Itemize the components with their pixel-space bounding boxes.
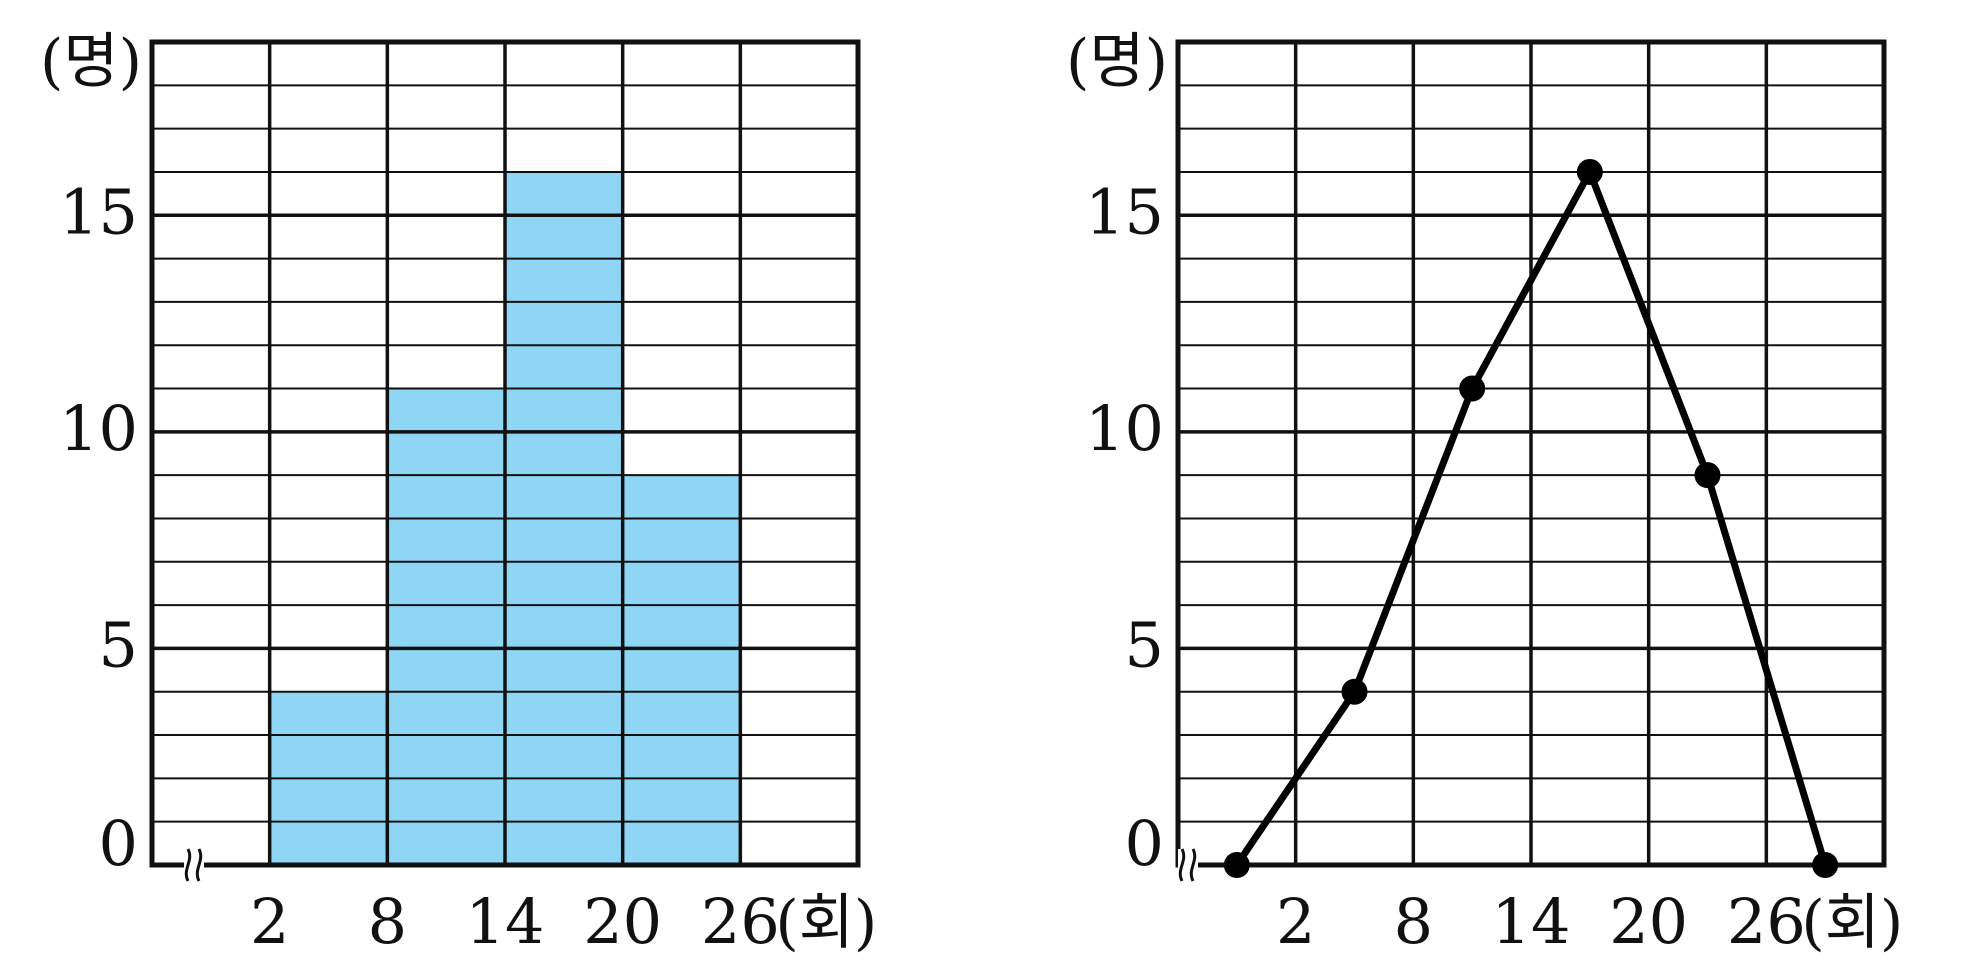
y-tick-label: 10 <box>1085 392 1164 465</box>
x-unit-label: (회) <box>775 888 877 958</box>
y-tick-label: 10 <box>59 392 138 465</box>
axis-break-mark <box>1178 848 1186 882</box>
x-tick-label: 26 <box>701 885 780 958</box>
histogram-bar <box>622 475 741 865</box>
plot-frame <box>1175 39 1887 868</box>
data-point <box>1694 462 1721 489</box>
frequency-polygon-panel: 0 5 10 15 2 8 14 20 26 (명) (회) <box>1066 27 1903 958</box>
x-tick-label: 8 <box>368 885 407 958</box>
y-tick-label: 5 <box>1125 608 1164 681</box>
data-point <box>1812 852 1839 878</box>
y-tick-label: 15 <box>1085 175 1164 248</box>
y-unit-label: (명) <box>1066 27 1168 97</box>
x-tick-label: 20 <box>1609 885 1688 958</box>
y-tick-label: 0 <box>1125 807 1164 880</box>
data-point <box>1223 852 1250 878</box>
axis-break-mark <box>1189 848 1197 882</box>
histogram-panel: 0 5 10 15 2 8 14 20 26 (명) (회) <box>40 27 877 958</box>
series-line <box>1233 168 1829 867</box>
x-tick-label: 14 <box>1492 885 1571 958</box>
x-tick-label: 20 <box>583 885 662 958</box>
x-tick-label: 14 <box>466 885 545 958</box>
x-unit-label: (회) <box>1801 888 1903 958</box>
y-tick-label: 5 <box>99 608 138 681</box>
y-tick-label: 15 <box>59 175 138 248</box>
axis-break-mark <box>184 848 192 882</box>
x-tick-label: 8 <box>1394 885 1433 958</box>
data-point <box>1341 678 1368 705</box>
histogram-bar <box>387 388 505 865</box>
y-tick-label: 0 <box>99 807 138 880</box>
x-tick-label: 2 <box>1276 885 1315 958</box>
x-tick-label: 26 <box>1727 885 1806 958</box>
data-point <box>1459 375 1486 402</box>
y-unit-label: (명) <box>40 27 142 97</box>
plot-frame <box>149 39 861 868</box>
axis-break-mark <box>195 848 203 882</box>
data-point <box>1576 158 1603 185</box>
x-tick-label: 2 <box>250 885 289 958</box>
